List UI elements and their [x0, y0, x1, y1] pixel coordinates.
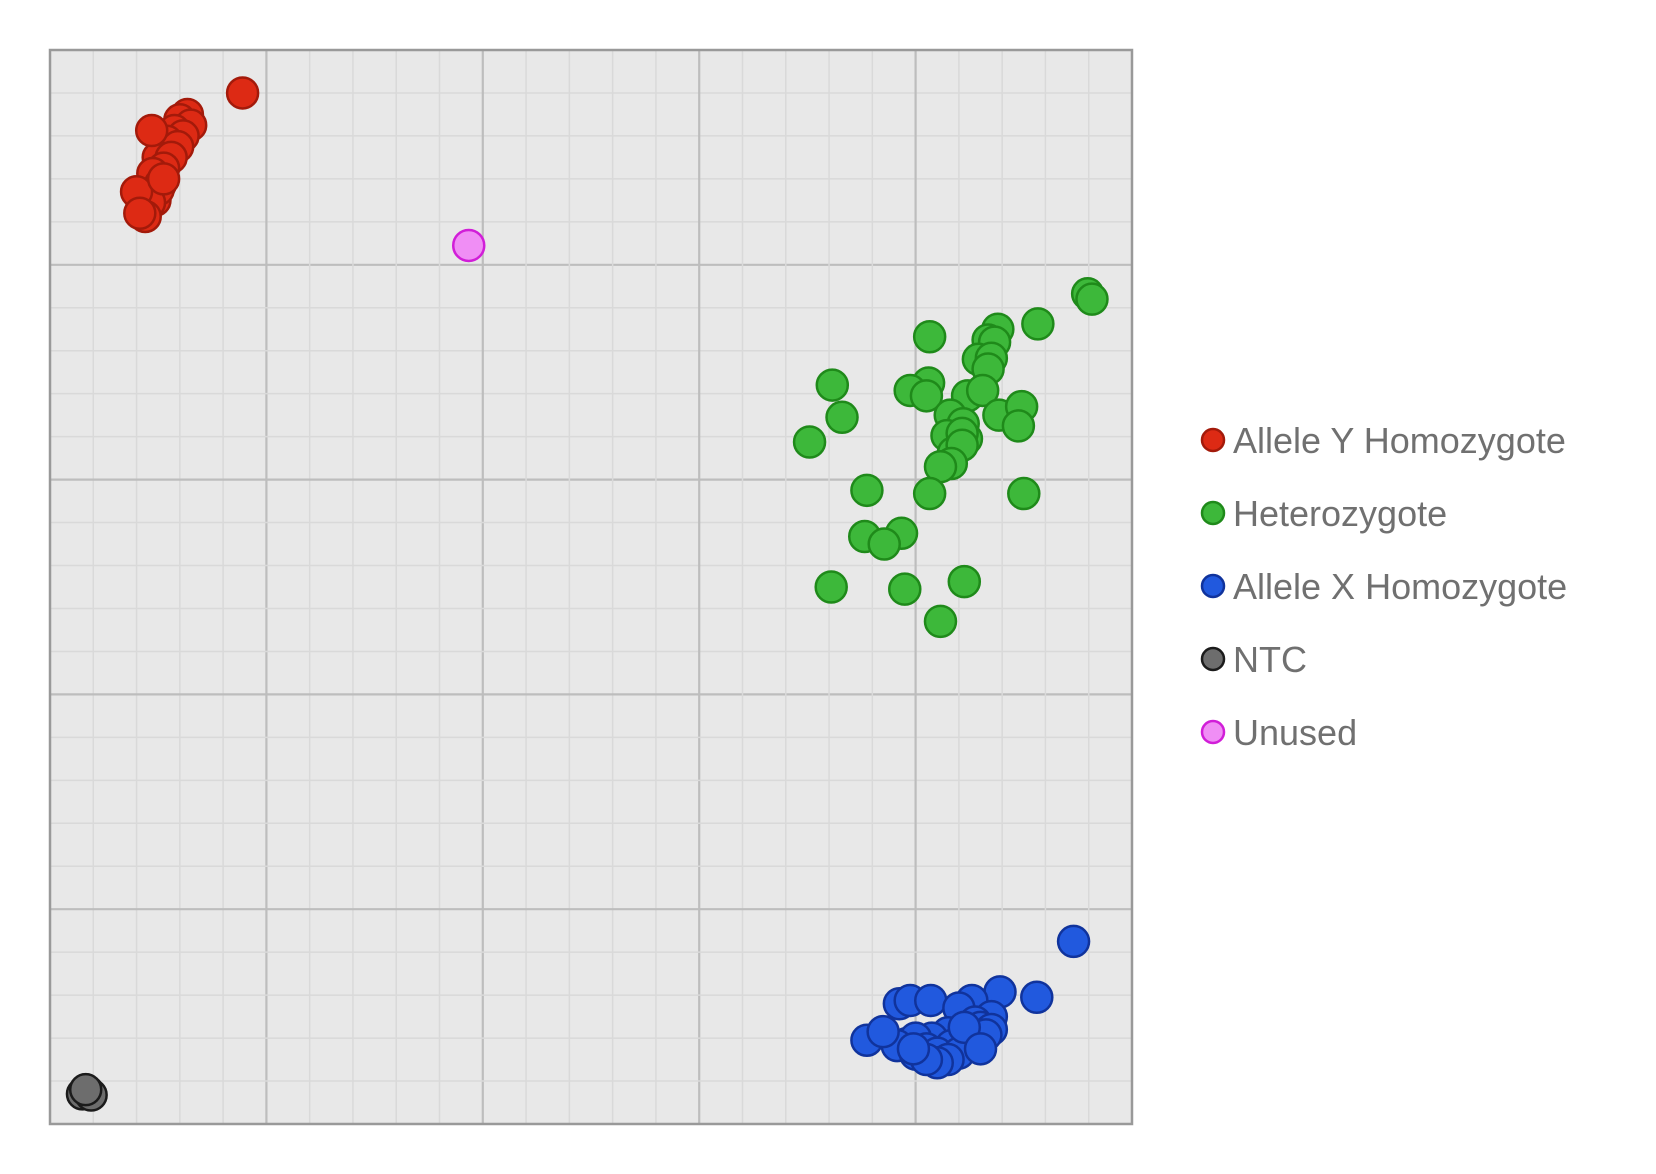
legend-marker — [1200, 500, 1226, 526]
legend-label: Allele X Homozygote — [1233, 566, 1567, 607]
data-point — [896, 1032, 931, 1066]
data-point — [825, 400, 859, 435]
data-point — [792, 425, 827, 459]
data-point — [225, 76, 260, 110]
legend-item: Heterozygote — [1200, 493, 1447, 534]
data-point — [68, 1072, 103, 1107]
legend-marker — [1200, 573, 1226, 599]
data-point — [913, 983, 948, 1018]
legend-label: NTC — [1233, 639, 1307, 680]
data-point — [947, 564, 982, 599]
data-point — [815, 368, 850, 402]
legend-label: Unused — [1233, 712, 1357, 753]
data-point — [1056, 924, 1091, 959]
data-point — [1001, 409, 1036, 443]
legend-item: Allele Y Homozygote — [1200, 420, 1566, 461]
data-point — [923, 604, 958, 639]
series-4 — [451, 228, 486, 263]
legend-marker — [1200, 646, 1226, 672]
series-2 — [850, 924, 1091, 1080]
legend-marker — [1200, 719, 1226, 745]
data-point — [965, 373, 1000, 408]
data-point — [912, 476, 947, 511]
data-point — [1021, 307, 1055, 341]
legend: Allele Y Homozygote Heterozygote Allele X … — [1200, 420, 1567, 753]
data-point — [909, 379, 944, 413]
data-point — [963, 1032, 998, 1066]
data-point — [1007, 476, 1041, 511]
legend-marker — [1200, 427, 1226, 453]
data-point — [1020, 980, 1054, 1015]
series-1 — [792, 277, 1109, 639]
series-0 — [119, 76, 260, 234]
legend-label: Allele Y Homozygote — [1233, 420, 1566, 461]
data-point — [814, 570, 848, 604]
data-point — [888, 572, 922, 606]
data-point — [912, 320, 947, 354]
data-point — [850, 473, 884, 508]
legend-item: Unused — [1200, 712, 1357, 753]
data-point — [451, 228, 486, 263]
data-point — [134, 113, 169, 148]
data-point — [1075, 282, 1109, 316]
data-point — [866, 1014, 900, 1049]
data-point — [123, 196, 157, 230]
plot-border — [48, 48, 1134, 1126]
legend-label: Heterozygote — [1233, 493, 1447, 534]
legend-item: Allele X Homozygote — [1200, 566, 1567, 607]
data-point — [146, 162, 181, 196]
legend-item: NTC — [1200, 639, 1307, 680]
data-points — [65, 76, 1109, 1112]
series-3 — [65, 1072, 108, 1112]
data-point — [867, 527, 901, 561]
